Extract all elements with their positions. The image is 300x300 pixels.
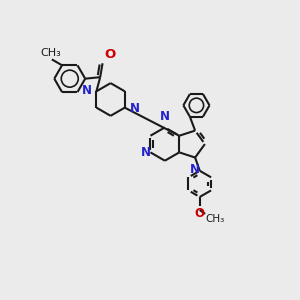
Text: O: O [105,49,116,62]
Text: N: N [140,146,150,159]
Text: CH₃: CH₃ [40,48,61,58]
Text: N: N [130,102,140,115]
Text: N: N [190,163,200,176]
Text: O: O [195,207,205,220]
Text: CH₃: CH₃ [206,214,225,224]
Text: N: N [160,110,170,123]
Text: N: N [82,84,92,97]
